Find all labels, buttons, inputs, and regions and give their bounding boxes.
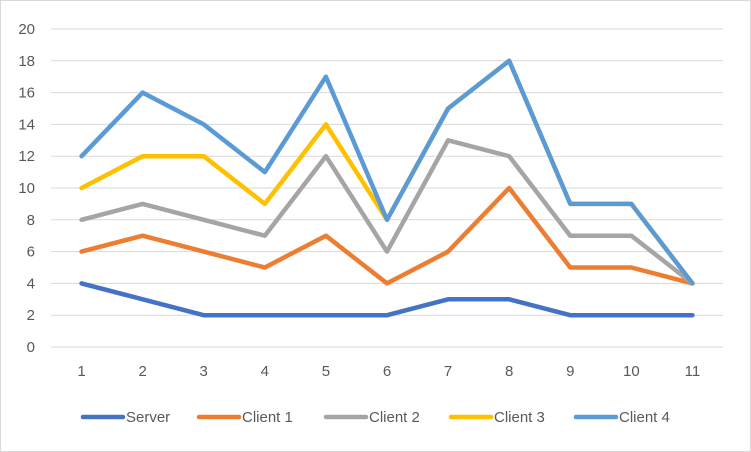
y-tick-label: 0 <box>27 339 35 356</box>
x-tick-label: 3 <box>200 363 208 380</box>
y-tick-label: 4 <box>27 275 35 292</box>
y-tick-label: 12 <box>18 148 35 165</box>
x-tick-label: 8 <box>505 363 513 380</box>
series-line-client-4 <box>79 58 695 286</box>
x-tick-label: 11 <box>685 363 701 380</box>
legend-item: Client 4 <box>573 409 670 426</box>
legend-label: Server <box>126 409 170 426</box>
y-tick-label: 18 <box>18 53 35 70</box>
series-line-client-2 <box>79 138 695 286</box>
legend-item: Client 1 <box>196 409 293 426</box>
x-tick-label: 4 <box>261 363 269 380</box>
x-tick-label: 10 <box>623 363 640 380</box>
y-tick-label: 10 <box>18 180 35 197</box>
y-tick-label: 20 <box>18 21 35 38</box>
x-axis-ticks: 1 2 3 4 5 6 7 8 9 10 11 <box>77 363 700 380</box>
legend-label: Client 3 <box>494 409 545 426</box>
x-tick-label: 5 <box>322 363 330 380</box>
x-tick-label: 1 <box>77 363 85 380</box>
x-tick-label: 9 <box>566 363 574 380</box>
legend: Server Client 1 Client 2 Client 3 Client 4 <box>80 409 670 426</box>
y-tick-label: 14 <box>18 116 35 133</box>
legend-label: Client 4 <box>619 409 670 426</box>
series-lines <box>79 58 695 318</box>
y-axis-ticks: 0 2 4 6 8 10 12 14 16 18 20 <box>18 21 35 356</box>
y-tick-label: 6 <box>27 244 35 261</box>
y-tick-label: 2 <box>27 307 35 324</box>
legend-item: Client 2 <box>323 409 420 426</box>
y-tick-label: 8 <box>27 212 35 229</box>
series-line-client-1 <box>79 185 695 286</box>
legend-item: Client 3 <box>448 409 545 426</box>
x-tick-label: 7 <box>444 363 452 380</box>
x-tick-label: 2 <box>138 363 146 380</box>
legend-item: Server <box>80 409 170 426</box>
series-line-server <box>79 281 695 318</box>
x-tick-label: 6 <box>383 363 391 380</box>
gridlines <box>51 28 723 348</box>
y-tick-label: 16 <box>18 85 35 102</box>
legend-label: Client 2 <box>369 409 420 426</box>
legend-label: Client 1 <box>242 409 293 426</box>
